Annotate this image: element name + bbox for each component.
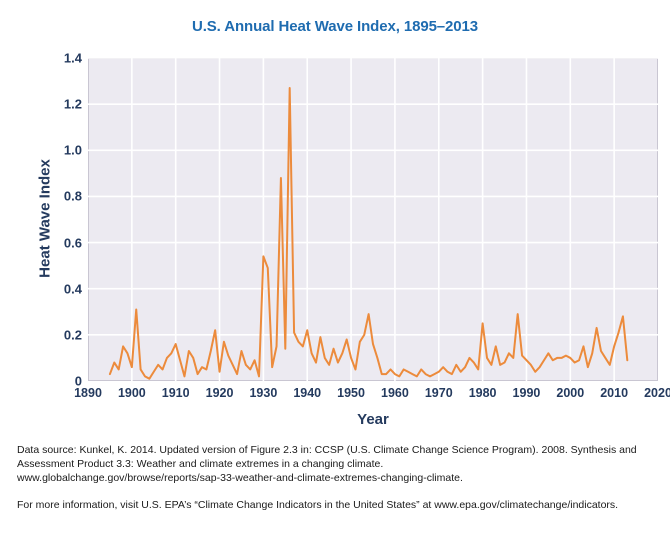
x-axis-tick-label: 1910 [161, 386, 190, 400]
y-axis-ticks: 0 0.2 0.4 0.6 0.8 1.0 1.2 1.4 [30, 51, 82, 389]
plot-background [88, 58, 658, 381]
x-axis-tick-label: 2020 [644, 386, 670, 400]
data-line-heat-wave-index [108, 86, 629, 380]
footer-more-information: For more information, visit U.S. EPA’s “… [17, 498, 619, 511]
x-axis-tick-label: 1990 [512, 386, 541, 400]
plot-area [88, 58, 658, 381]
footer-line: Data source: Kunkel, K. 2014. Updated ve… [17, 444, 637, 456]
y-axis-tick-label: 1.0 [63, 142, 82, 158]
x-axis-label: Year [357, 411, 389, 428]
x-axis-tick-label: 2000 [556, 386, 585, 400]
chart-svg [88, 58, 658, 381]
x-axis-tick-label: 1890 [74, 386, 102, 400]
data-series-layer [108, 86, 629, 380]
x-axis-tick-label: 1930 [249, 386, 278, 400]
gridlines [88, 58, 658, 381]
x-axis-tick-label: 1970 [424, 386, 453, 400]
figure-footer: Data source: Kunkel, K. 2014. Updated ve… [17, 443, 657, 512]
x-axis-ticks: 1890 1900 1910 1920 1930 1940 1950 1960 1970 1980… [74, 386, 670, 406]
y-axis-tick-label: 0.2 [63, 327, 82, 343]
x-axis-tick-label: 1950 [337, 386, 365, 400]
x-axis-tick-label: 1920 [205, 386, 234, 400]
x-axis-tick-label: 2010 [600, 386, 629, 400]
x-axis-tick-label: 1940 [293, 386, 322, 400]
y-axis-tick-label: 0 [74, 373, 82, 389]
footer-line: www.globalchange.gov/browse/reports/sap-… [17, 472, 463, 485]
y-axis-tick-label: 0.8 [63, 188, 82, 204]
x-axis-tick-label: 1900 [117, 386, 146, 400]
footer-line: Assessment Product 3.3: Weather and clim… [17, 458, 384, 471]
x-axis-tick-label: 1960 [381, 386, 409, 400]
y-axis-tick-label: 1.4 [63, 50, 82, 66]
x-axis-tick-label: 1980 [468, 386, 497, 400]
y-axis-tick-label: 0.6 [63, 235, 82, 251]
y-axis-tick-label: 1.2 [63, 96, 82, 112]
y-axis-tick-label: 0.4 [63, 281, 82, 297]
footer-data-source: Data source: Kunkel, K. 2014. Updated ve… [17, 443, 657, 486]
chart-title: U.S. Annual Heat Wave Index, 1895–2013 [191, 18, 479, 35]
